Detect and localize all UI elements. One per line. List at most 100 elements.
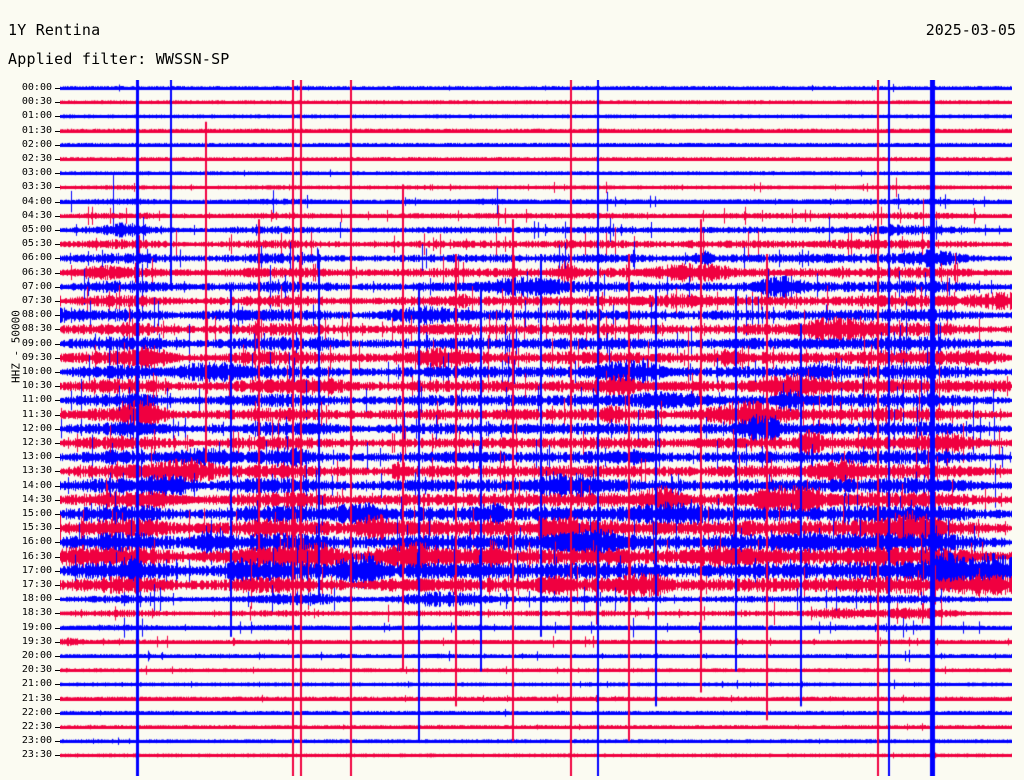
time-tick-label: 20:30: [21, 664, 52, 676]
time-tick-label: 10:00: [21, 366, 52, 377]
time-tick-label: 01:00: [21, 110, 52, 122]
time-tick-label: 09:30: [21, 351, 52, 363]
time-tick-mark: [55, 471, 60, 472]
time-tick-label: 08:30: [21, 323, 52, 335]
time-tick-label: 03:30: [21, 181, 52, 193]
time-tick-label: 17:30: [21, 579, 52, 590]
time-tick-mark: [55, 443, 60, 444]
time-tick-label: 01:30: [21, 124, 52, 136]
applied-filter-label: Applied filter: WWSSN-SP: [8, 50, 230, 68]
time-tick-label: 02:30: [21, 153, 52, 164]
time-tick-mark: [55, 755, 60, 756]
time-tick-label: 00:00: [21, 82, 52, 93]
time-tick-label: 12:00: [21, 422, 52, 434]
time-tick-mark: [55, 344, 60, 345]
time-tick-mark: [55, 116, 60, 117]
time-tick-mark: [55, 486, 60, 487]
time-tick-label: 16:00: [21, 536, 52, 548]
time-tick-label: 07:30: [21, 295, 52, 306]
time-tick-label: 06:30: [21, 266, 52, 278]
time-tick-label: 22:30: [21, 721, 52, 732]
time-tick-mark: [55, 400, 60, 401]
time-tick-label: 00:30: [21, 96, 52, 108]
time-tick-mark: [55, 386, 60, 387]
time-tick-mark: [55, 273, 60, 274]
time-tick-label: 19:00: [21, 621, 52, 633]
time-tick-mark: [55, 131, 60, 132]
time-tick-label: 23:00: [21, 735, 52, 747]
time-tick-mark: [55, 557, 60, 558]
time-tick-label: 04:30: [21, 209, 52, 221]
time-tick-label: 23:30: [21, 749, 52, 761]
time-tick-mark: [55, 287, 60, 288]
time-tick-mark: [55, 230, 60, 231]
time-tick-label: 06:00: [21, 252, 52, 264]
time-tick-mark: [55, 329, 60, 330]
time-tick-mark: [55, 244, 60, 245]
time-tick-label: 20:00: [21, 650, 52, 661]
time-tick-label: 11:00: [21, 394, 52, 406]
time-tick-label: 16:30: [21, 550, 52, 562]
time-axis: 00:00 00:30 01:00 01:30 02:00 02:30 03:00 03:30…: [0, 0, 60, 780]
time-tick-label: 07:00: [21, 280, 52, 292]
time-tick-mark: [55, 670, 60, 671]
time-tick-label: 08:00: [21, 309, 52, 321]
time-tick-mark: [55, 415, 60, 416]
time-tick-label: 10:30: [21, 380, 52, 392]
time-tick-label: 03:00: [21, 167, 52, 179]
time-tick-label: 13:30: [21, 465, 52, 477]
time-tick-mark: [55, 741, 60, 742]
seismogram-traces-canvas: [60, 80, 1012, 776]
time-tick-mark: [55, 713, 60, 714]
time-tick-label: 15:00: [21, 508, 52, 519]
station-title: 1Y Rentina: [8, 21, 101, 39]
time-tick-label: 12:30: [21, 437, 52, 448]
time-tick-mark: [55, 372, 60, 373]
time-tick-label: 14:30: [21, 493, 52, 505]
time-tick-mark: [55, 699, 60, 700]
time-tick-label: 04:00: [21, 195, 52, 207]
time-tick-mark: [55, 613, 60, 614]
time-tick-mark: [55, 599, 60, 600]
time-tick-label: 11:30: [21, 408, 52, 420]
time-tick-label: 05:30: [21, 238, 52, 250]
time-tick-mark: [55, 429, 60, 430]
time-tick-label: 14:00: [21, 479, 52, 491]
time-tick-mark: [55, 642, 60, 643]
time-tick-mark: [55, 457, 60, 458]
time-tick-label: 05:00: [21, 224, 52, 235]
time-tick-mark: [55, 528, 60, 529]
date-label: 2025-03-05: [925, 21, 1016, 39]
time-tick-mark: [55, 684, 60, 685]
time-tick-label: 18:30: [21, 607, 52, 619]
time-tick-mark: [55, 628, 60, 629]
time-tick-mark: [55, 514, 60, 515]
time-tick-mark: [55, 315, 60, 316]
time-tick-label: 02:00: [21, 138, 52, 150]
time-tick-label: 21:30: [21, 692, 52, 704]
time-tick-mark: [55, 727, 60, 728]
time-tick-label: 21:00: [21, 678, 52, 690]
time-tick-label: 22:00: [21, 706, 52, 718]
time-tick-mark: [55, 173, 60, 174]
time-tick-label: 19:30: [21, 635, 52, 647]
time-tick-mark: [55, 542, 60, 543]
time-tick-label: 15:30: [21, 522, 52, 534]
time-tick-mark: [55, 187, 60, 188]
time-tick-mark: [55, 258, 60, 259]
time-tick-label: 13:00: [21, 451, 52, 463]
time-tick-mark: [55, 102, 60, 103]
time-tick-mark: [55, 145, 60, 146]
time-tick-label: 09:00: [21, 337, 52, 349]
time-tick-label: 18:00: [21, 593, 52, 605]
time-tick-mark: [55, 571, 60, 572]
time-tick-mark: [55, 358, 60, 359]
time-tick-mark: [55, 216, 60, 217]
time-tick-mark: [55, 500, 60, 501]
time-tick-label: 17:00: [21, 564, 52, 576]
time-tick-mark: [55, 585, 60, 586]
seismogram-plot-area: [60, 80, 1012, 776]
time-tick-mark: [55, 202, 60, 203]
time-tick-mark: [55, 88, 60, 89]
